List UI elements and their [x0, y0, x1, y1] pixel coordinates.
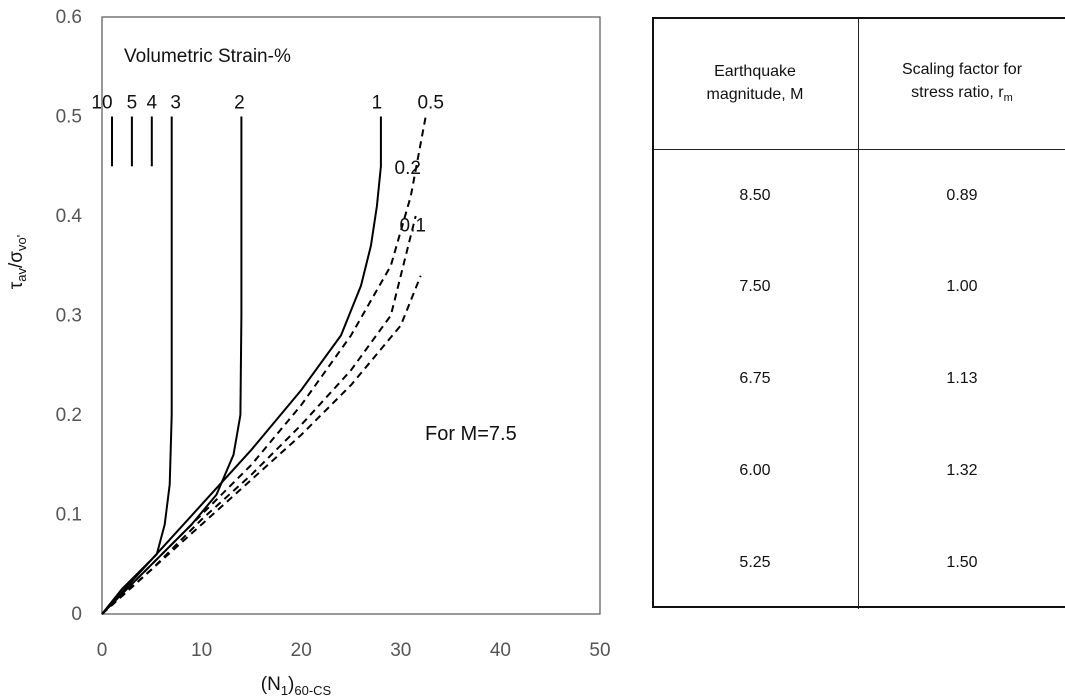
x-tick-label: 40: [490, 640, 511, 661]
strain-curve-3: [101, 116, 173, 615]
curve-label-5: 5: [127, 93, 138, 114]
x-tick-label: 30: [390, 640, 411, 661]
y-axis-ticks: 0 0.1 0.2 0.3 0.4 0.5 0.6: [56, 7, 83, 625]
header-magnitude-line2: magnitude, M: [706, 85, 804, 103]
magnitude-note: For M=7.5: [425, 423, 517, 445]
strain-curve-1: [101, 116, 382, 615]
strain-curves: [101, 116, 427, 615]
header-scaling-factor: Scaling factor for stress ratio, rm: [858, 17, 1065, 150]
curve-labels: 10 5 4 3 2 1 0.5 0.2 0.1: [91, 93, 444, 237]
plot-frame: [101, 16, 601, 615]
x-tick-label: 0: [97, 640, 108, 661]
y-tick-label: 0.2: [56, 405, 82, 426]
strain-curve-0.5: [101, 116, 427, 615]
table-row: 7.50 1.00: [652, 241, 1065, 333]
y-axis-label: τav/σvo': [6, 235, 29, 289]
header-factor-line1: Scaling factor for: [901, 61, 1023, 79]
magnitude-cell: 6.00: [652, 425, 859, 517]
strain-curve-0.2: [101, 215, 417, 615]
strain-chart: 00.10.20.30.40.50.6 0 10 20 30 40 50 10 5 4 3 2 1 0…: [6, 7, 611, 698]
magnitude-cell: 5.25: [652, 517, 859, 609]
y-tick-label: 0.4: [56, 206, 83, 227]
table-row: 6.75 1.13: [652, 333, 1065, 425]
header-magnitude-line1: Earthquake: [714, 62, 796, 80]
table-row: 5.25 1.50: [652, 517, 1065, 609]
y-tick-label: 0.3: [56, 306, 82, 327]
table-row: 8.50 0.89: [652, 149, 1065, 241]
table-row: 6.00 1.32: [652, 425, 1065, 517]
curve-label-10: 10: [91, 93, 112, 114]
x-tick-label: 20: [291, 640, 312, 661]
y-tick-label: 0.5: [56, 107, 82, 128]
curve-label-2: 2: [234, 93, 245, 114]
factor-cell: 1.50: [946, 554, 978, 572]
strain-title: Volumetric Strain-%: [124, 46, 291, 67]
y-tick-label: 0: [71, 604, 82, 625]
curve-label-4: 4: [147, 93, 158, 114]
strain-curve-0.1: [101, 275, 422, 615]
magnitude-cell: 6.75: [652, 333, 859, 425]
header-factor-subscript: m: [1003, 92, 1013, 105]
table-header-row: Earthquake magnitude, M Scaling factor f…: [652, 17, 1065, 150]
scaling-factor-table: Earthquake magnitude, M Scaling factor f…: [652, 17, 1065, 609]
factor-cell: 1.13: [946, 370, 978, 388]
header-factor-line2: stress ratio, r: [911, 84, 1004, 102]
factor-cell: 1.32: [946, 462, 978, 480]
magnitude-cell: 7.50: [652, 241, 859, 333]
curve-label-0.1: 0.1: [400, 216, 426, 237]
curve-label-3: 3: [170, 93, 181, 114]
curve-label-0.2: 0.2: [395, 158, 421, 179]
x-tick-label: 50: [589, 640, 610, 661]
y-tick-label: 0.6: [56, 7, 82, 28]
factor-cell: 0.89: [946, 186, 978, 204]
y-tick-label: 0.1: [56, 505, 82, 526]
curve-label-0.5: 0.5: [417, 93, 443, 114]
x-axis-label: (N1)60-CS: [261, 674, 332, 698]
header-magnitude: Earthquake magnitude, M: [652, 17, 859, 150]
factor-cell: 1.00: [946, 278, 978, 296]
curve-label-1: 1: [372, 93, 383, 114]
x-tick-label: 10: [191, 640, 212, 661]
magnitude-cell: 8.50: [652, 149, 859, 241]
x-axis-ticks: 0 10 20 30 40 50: [97, 640, 611, 661]
